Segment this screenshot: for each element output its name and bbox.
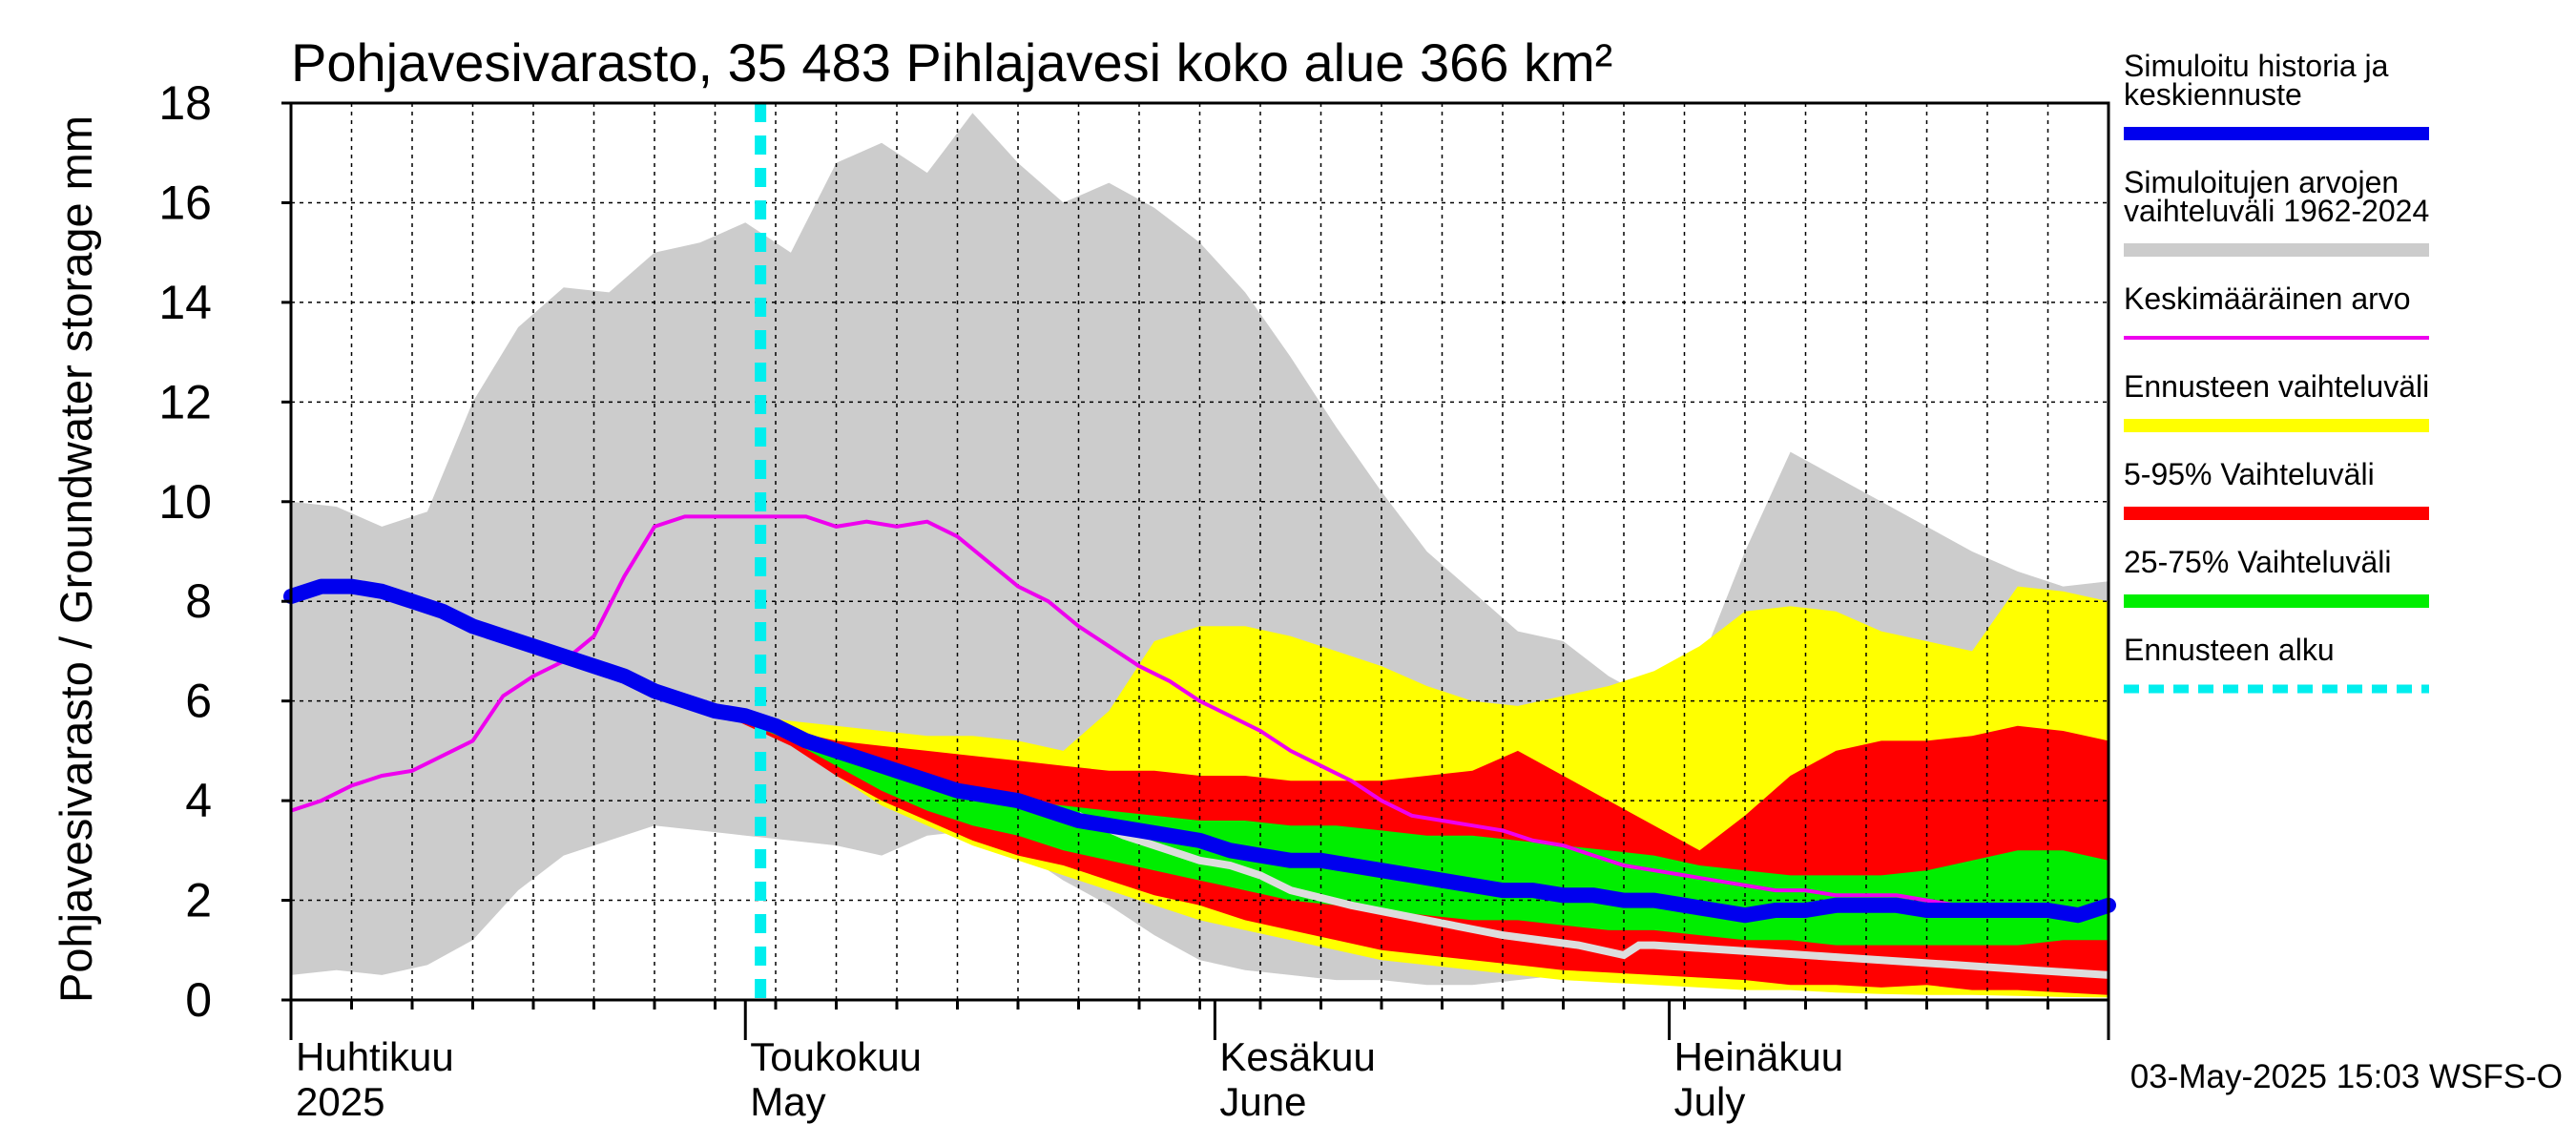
y-tick-label: 10: [158, 475, 212, 529]
legend-item: Keskimääräinen arvo: [2124, 281, 2429, 340]
y-axis-label: Pohjavesivarasto / Groundwater storage m…: [51, 115, 101, 1003]
legend-item: 5-95% Vaihteluväli: [2124, 457, 2429, 520]
x-month-sublabel: May: [750, 1079, 825, 1124]
median-line: [283, 578, 2116, 924]
y-tick-label: 4: [185, 774, 212, 827]
x-month-label: Heinäkuu: [1674, 1034, 1843, 1079]
legend-label: vaihteluväli 1962-2024: [2124, 194, 2429, 228]
y-tick-label: 18: [158, 76, 212, 130]
y-axis-ticks: 0 2 4 6 8 10 12 14 16 18: [158, 76, 291, 1027]
footer-timestamp: 03-May-2025 15:03 WSFS-O: [2130, 1058, 2563, 1095]
legend-label: Simuloitu historia ja: [2124, 49, 2389, 83]
legend-label: 5-95% Vaihteluväli: [2124, 457, 2375, 491]
legend-item: 25-75% Vaihteluväli: [2124, 545, 2429, 608]
x-month-sublabel: June: [1219, 1079, 1306, 1124]
legend-label: keskiennuste: [2124, 77, 2302, 112]
legend-label: Simuloitujen arvojen: [2124, 165, 2399, 199]
chart-title: Pohjavesivarasto, 35 483 Pihlajavesi kok…: [291, 32, 1612, 93]
x-month-label: Huhtikuu: [296, 1034, 454, 1079]
legend-label: Keskimääräinen arvo: [2124, 281, 2411, 316]
x-month-sublabel: July: [1674, 1079, 1746, 1124]
average-line: [290, 514, 2109, 912]
legend-item: Ennusteen alku: [2124, 633, 2429, 694]
legend-label: 25-75% Vaihteluväli: [2124, 545, 2391, 579]
y-tick-label: 14: [158, 276, 212, 329]
legend-label: Ennusteen alku: [2124, 633, 2335, 667]
y-tick-label: 12: [158, 375, 212, 428]
legend: Simuloitu historia jakeskiennusteSimuloi…: [2124, 49, 2429, 694]
y-tick-label: 2: [185, 874, 212, 927]
grid: [291, 103, 2109, 1000]
x-month-sublabel: 2025: [296, 1079, 384, 1124]
x-month-label: Kesäkuu: [1219, 1034, 1375, 1079]
y-tick-label: 8: [185, 574, 212, 628]
y-tick-label: 0: [185, 973, 212, 1027]
x-month-label: Toukokuu: [750, 1034, 922, 1079]
min-sim-line: [1076, 812, 2109, 979]
legend-label: Ennusteen vaihteluväli: [2124, 369, 2429, 404]
y-tick-label: 16: [158, 176, 212, 229]
y-tick-label: 6: [185, 675, 212, 728]
legend-item: Ennusteen vaihteluväli: [2124, 369, 2429, 432]
